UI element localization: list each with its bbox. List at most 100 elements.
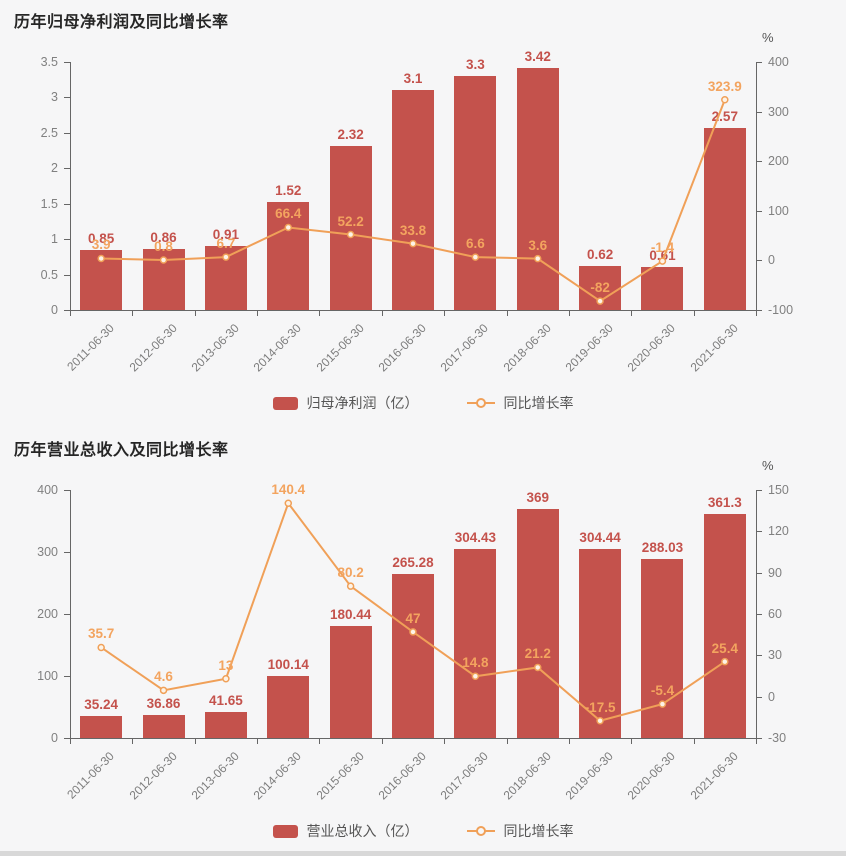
line-point-2012-06-30[interactable] — [159, 256, 168, 264]
x-axis-tick — [444, 738, 446, 744]
line-point-2020-06-30[interactable] — [658, 257, 667, 265]
bottom-scrollbar[interactable] — [0, 851, 846, 856]
right-axis-tick — [756, 572, 762, 574]
bar-2015-06-30[interactable] — [329, 145, 372, 310]
line-point-2015-06-30[interactable] — [346, 582, 355, 590]
line-point-2012-06-30[interactable] — [159, 686, 168, 695]
left-axis-tick — [64, 614, 70, 615]
line-point-2018-06-30[interactable] — [533, 254, 542, 263]
x-axis-tick — [693, 738, 695, 744]
right-axis-tick-label: 90 — [768, 565, 782, 580]
bar-2015-06-30[interactable] — [329, 626, 372, 738]
line-point-2015-06-30[interactable] — [346, 230, 355, 239]
line-value-label: 25.4 — [711, 640, 738, 656]
right-axis-tick-label: 400 — [768, 55, 789, 69]
line-point-2021-06-30[interactable] — [721, 657, 729, 666]
right-axis-line — [756, 62, 757, 310]
line-point-2014-06-30[interactable] — [284, 499, 293, 507]
x-axis-line — [70, 738, 756, 739]
right-axis-tick-label: 0 — [768, 689, 775, 704]
line-value-label: 14.8 — [462, 655, 489, 671]
line-point-2021-06-30[interactable] — [721, 95, 729, 104]
right-axis-tick-label: 30 — [768, 648, 782, 663]
bar-2014-06-30[interactable] — [267, 675, 310, 738]
bar-value-label: 288.03 — [641, 540, 684, 556]
right-axis-tick-label: 100 — [768, 203, 789, 218]
right-axis-tick — [756, 111, 762, 113]
line-value-label: 13 — [218, 657, 234, 673]
x-axis-tick — [70, 738, 71, 744]
x-axis-tick — [132, 310, 134, 316]
x-axis-tick — [194, 310, 196, 316]
bar-2011-06-30[interactable] — [80, 716, 123, 738]
left-axis-tick-label: 0 — [51, 303, 58, 317]
left-axis-tick-label: 400 — [37, 483, 58, 497]
bar-2016-06-30[interactable] — [392, 573, 434, 738]
line-point-2011-06-30[interactable] — [97, 254, 105, 263]
bar-2012-06-30[interactable] — [142, 715, 185, 738]
legend-item-bar-series[interactable]: 营业总收入（亿） — [272, 821, 419, 841]
left-axis-tick-label: 1 — [51, 232, 58, 247]
bar-value-label: 369 — [526, 490, 549, 506]
line-point-2017-06-30[interactable] — [471, 672, 480, 681]
line-point-2017-06-30[interactable] — [471, 253, 480, 261]
bar-value-label: 3.42 — [524, 48, 551, 64]
left-axis-tick-label: 100 — [37, 669, 58, 683]
bar-2017-06-30[interactable] — [454, 76, 497, 310]
line-point-2011-06-30[interactable] — [97, 643, 105, 652]
right-axis-tick-label: 0 — [768, 253, 775, 268]
x-axis-tick — [568, 310, 570, 316]
bar-2020-06-30[interactable] — [641, 266, 684, 310]
bar-value-label: 1.52 — [275, 183, 302, 199]
line-point-2019-06-30[interactable] — [596, 297, 604, 305]
bar-2021-06-30[interactable] — [703, 127, 746, 310]
line-point-2020-06-30[interactable] — [658, 700, 667, 708]
line-value-label: 323.9 — [707, 78, 742, 94]
bar-2014-06-30[interactable] — [267, 202, 310, 310]
right-axis-tick-label: 60 — [768, 607, 782, 621]
legend-item-line-series[interactable]: 同比增长率 — [466, 821, 574, 841]
right-axis-tick — [756, 210, 762, 212]
bar-2018-06-30[interactable] — [516, 509, 559, 738]
bar-value-label: 0.61 — [649, 247, 676, 263]
bar-value-label: 361.3 — [707, 494, 742, 510]
right-axis-tick-label: 300 — [768, 104, 789, 119]
bar-value-label: 304.43 — [454, 530, 497, 546]
x-axis-tick — [257, 310, 259, 316]
bar-value-label: 36.86 — [146, 696, 181, 712]
x-axis-tick — [756, 310, 757, 316]
bar-value-label: 304.44 — [579, 530, 621, 546]
line-point-2016-06-30[interactable] — [409, 239, 417, 248]
line-point-2014-06-30[interactable] — [284, 223, 293, 232]
bar-value-label: 2.57 — [711, 108, 738, 124]
right-axis-tick-label: 150 — [768, 483, 789, 497]
legend-item-line-series[interactable]: 同比增长率 — [466, 393, 574, 413]
line-point-2019-06-30[interactable] — [596, 717, 604, 725]
bar-2017-06-30[interactable] — [454, 549, 497, 738]
left-axis-tick — [64, 132, 70, 134]
bar-2021-06-30[interactable] — [703, 513, 746, 738]
bar-2018-06-30[interactable] — [516, 67, 559, 310]
right-axis-tick — [756, 260, 762, 262]
bar-2016-06-30[interactable] — [392, 90, 434, 310]
x-axis-tick — [506, 738, 508, 744]
legend-label: 归母净利润（亿） — [306, 395, 419, 411]
left-axis-tick-label: 300 — [37, 545, 58, 559]
x-axis-tick — [132, 738, 134, 744]
bar-value-label: 3.1 — [403, 71, 423, 87]
x-axis-tick — [568, 738, 570, 744]
left-axis-tick — [64, 738, 70, 739]
legend-item-bar-series[interactable]: 归母净利润（亿） — [272, 393, 419, 413]
bar-value-label: 100.14 — [267, 656, 309, 672]
line-point-2013-06-30[interactable] — [222, 675, 230, 683]
bar-2019-06-30[interactable] — [579, 549, 622, 738]
chart-title: 历年营业总收入及同比增长率 — [14, 442, 229, 459]
bar-2013-06-30[interactable] — [204, 712, 247, 738]
line-point-2013-06-30[interactable] — [222, 253, 230, 261]
left-axis-tick — [64, 203, 70, 205]
legend: 营业总收入（亿） 同比增长率 — [0, 818, 846, 844]
line-point-2016-06-30[interactable] — [409, 628, 417, 636]
right-axis-tick-label: 200 — [768, 154, 789, 169]
line-point-2018-06-30[interactable] — [533, 663, 542, 672]
growth-line-layer — [97, 499, 729, 725]
